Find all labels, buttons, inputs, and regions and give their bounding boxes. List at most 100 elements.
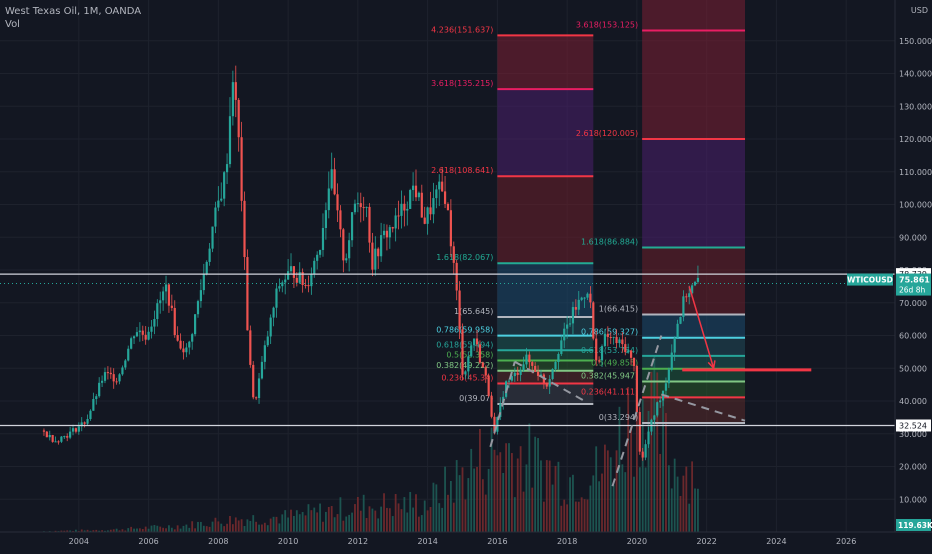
- volume-bar: [331, 506, 333, 532]
- target-level-line[interactable]: [682, 368, 811, 371]
- volume-bar: [511, 453, 513, 532]
- candle-body: [121, 367, 123, 374]
- y-tick-label: 20.000: [899, 463, 927, 472]
- volume-bar: [151, 526, 153, 532]
- candle-body: [642, 452, 644, 458]
- candle-body: [293, 266, 295, 278]
- fib-zone: [497, 350, 593, 360]
- volume-bar: [552, 485, 554, 532]
- fib-level-label: 0.236(41.111): [581, 387, 638, 396]
- volume-bar: [249, 521, 251, 532]
- candle-body: [522, 364, 524, 370]
- candle-body: [467, 356, 469, 371]
- fib-level-label: 0.618(55.494): [436, 340, 493, 349]
- candle-body: [520, 370, 522, 375]
- candle-body: [325, 210, 327, 228]
- volume-bar: [674, 459, 676, 532]
- candle-body: [296, 278, 298, 283]
- candle-body: [514, 373, 516, 376]
- volume-bar: [223, 526, 225, 532]
- fib-level-label: 0.786(59.958): [436, 326, 493, 335]
- volume-bar: [235, 517, 237, 532]
- volume-bar: [273, 517, 275, 532]
- candle-body: [671, 353, 673, 370]
- volume-bar: [345, 517, 347, 532]
- volume-bar: [438, 503, 440, 532]
- candle-body: [560, 340, 562, 354]
- volume-bar: [572, 475, 574, 532]
- candle-body: [697, 278, 699, 282]
- volume-bar: [656, 372, 658, 532]
- volume-bar: [424, 501, 426, 532]
- fib-level-label: 3.618(135.215): [431, 79, 493, 88]
- candle-body: [322, 228, 324, 250]
- fib-level-label: 0.618(53.764): [581, 346, 638, 355]
- candle-body: [278, 286, 280, 288]
- y-tick-label: 10.000: [899, 495, 927, 504]
- candle-body: [84, 422, 86, 423]
- candle-body: [534, 366, 536, 372]
- candle-body: [334, 169, 336, 194]
- volume-bar: [168, 525, 170, 532]
- candle-body: [162, 291, 164, 300]
- candle-body: [435, 189, 437, 198]
- volume-bar: [465, 500, 467, 532]
- volume-bar: [499, 452, 501, 532]
- volume-bar: [276, 517, 278, 532]
- candle-body: [441, 182, 443, 192]
- candle-body: [159, 300, 161, 303]
- candle-body: [569, 323, 571, 324]
- volume-bar: [252, 515, 254, 532]
- candle-body: [607, 334, 609, 337]
- volume-bar: [371, 509, 373, 532]
- candle-body: [316, 255, 318, 261]
- volume-bar: [406, 512, 408, 532]
- candle-body: [371, 243, 373, 270]
- x-tick-label: 2008: [208, 537, 228, 546]
- fib-zone: [497, 336, 593, 351]
- volume-bar: [403, 497, 405, 532]
- candle-body: [458, 290, 460, 329]
- candle-body: [589, 294, 591, 303]
- volume-bar: [229, 516, 231, 532]
- candle-body: [98, 383, 100, 396]
- volume-bar: [185, 525, 187, 532]
- volume-bar: [183, 526, 185, 532]
- volume-bar: [514, 497, 516, 532]
- volume-bar: [395, 494, 397, 532]
- volume-bar: [241, 519, 243, 532]
- candle-body: [421, 193, 423, 218]
- fib-zone: [497, 361, 593, 371]
- y-tick-label: 140.000: [899, 70, 932, 79]
- candle-body: [191, 334, 193, 342]
- volume-bar: [171, 528, 173, 532]
- candle-body: [139, 331, 141, 333]
- candle-body: [406, 209, 408, 211]
- volume-bar: [494, 450, 496, 532]
- volume-bar: [180, 529, 182, 532]
- candle-body: [490, 396, 492, 417]
- volume-bar: [502, 473, 504, 532]
- volume-bar: [610, 457, 612, 532]
- volume-bar: [377, 518, 379, 532]
- x-tick-label: 2010: [278, 537, 298, 546]
- volume-bar: [584, 499, 586, 532]
- volume-bar: [668, 465, 670, 532]
- volume-bar: [389, 508, 391, 532]
- candle-body: [624, 344, 626, 352]
- volume-bar: [290, 510, 292, 532]
- volume-bar: [284, 510, 286, 532]
- candle-body: [147, 332, 149, 340]
- volume-bar: [386, 508, 388, 532]
- symbol-tag-label: WTICOUSD: [847, 276, 893, 285]
- candle-body: [645, 444, 647, 457]
- volume-bar: [479, 429, 481, 532]
- candle-body: [287, 271, 289, 279]
- candle-body: [52, 435, 54, 442]
- candle-body: [220, 199, 222, 201]
- volume-bar: [342, 521, 344, 532]
- candle-body: [284, 280, 286, 283]
- volume-bar: [566, 504, 568, 532]
